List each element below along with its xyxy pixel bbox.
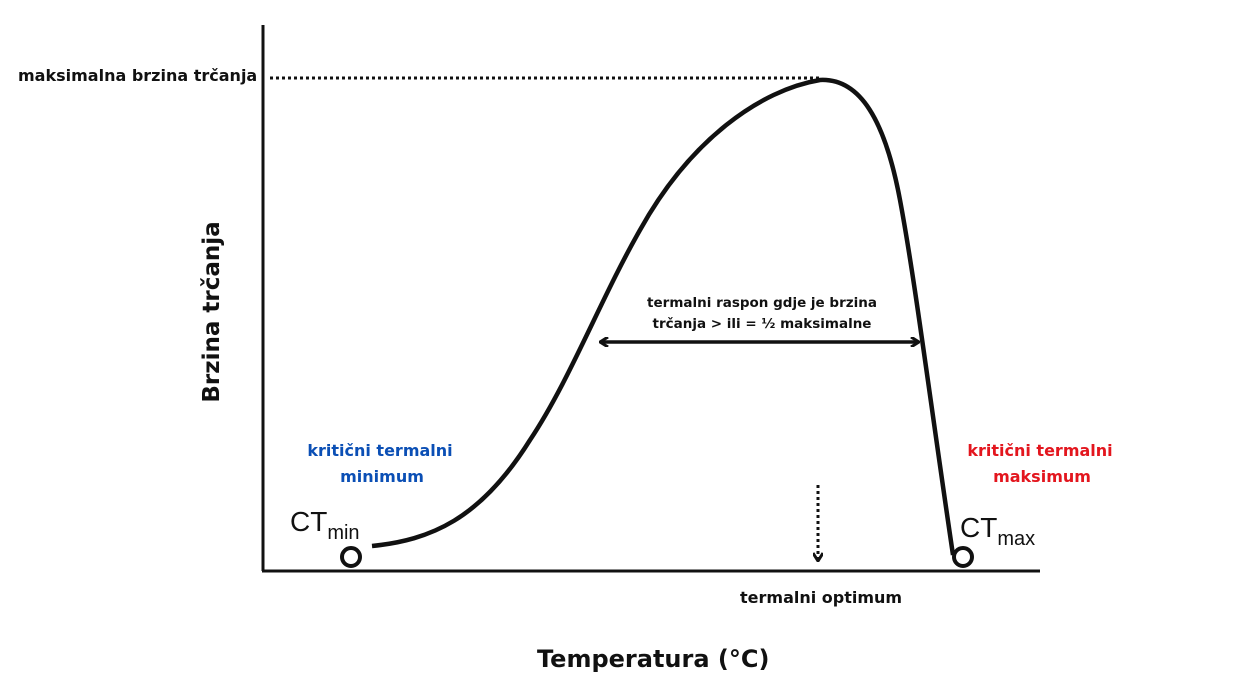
ct-min-marker bbox=[340, 546, 362, 568]
performance-curve bbox=[371, 77, 956, 556]
ct-max-main: CT bbox=[960, 512, 998, 543]
ct-max-sub: max bbox=[997, 528, 1036, 550]
ct-min-sub: min bbox=[327, 522, 360, 544]
range-label-line2: trčanja > ili = ½ maksimalne bbox=[652, 316, 872, 332]
ct-max-label-line2: maksimum bbox=[993, 467, 1091, 486]
ct-max-symbol: CTmax bbox=[960, 512, 1035, 551]
ct-min-label-line2: minimum bbox=[340, 467, 424, 486]
y-axis-label: Brzina trčanja bbox=[199, 221, 225, 403]
max-speed-label: maksimalna brzina trčanja bbox=[18, 66, 258, 85]
ct-min-main: CT bbox=[290, 506, 328, 537]
range-label-line1: termalni raspon gdje je brzina bbox=[647, 295, 877, 311]
x-axis-label: Temperatura (°C) bbox=[537, 645, 770, 673]
ct-max-label-line1: kritični termalni bbox=[967, 441, 1113, 460]
ct-min-symbol: CTmin bbox=[290, 506, 360, 545]
optimum-label: termalni optimum bbox=[740, 588, 903, 607]
ct-min-label-line1: kritični termalni bbox=[307, 441, 453, 460]
ct-max-marker bbox=[952, 546, 974, 568]
